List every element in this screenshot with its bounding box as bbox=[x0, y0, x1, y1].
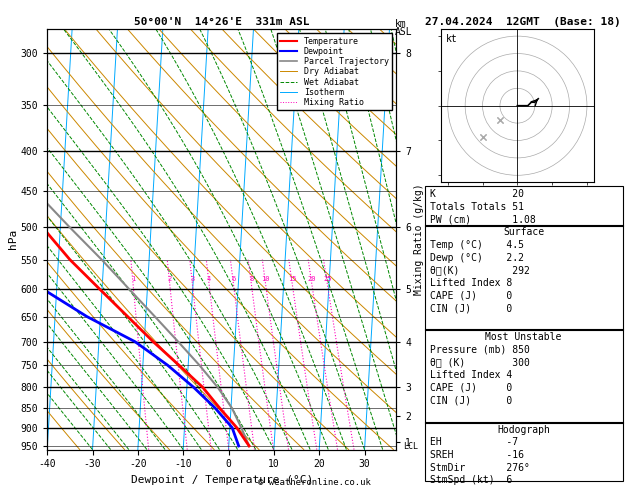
Text: 2: 2 bbox=[167, 276, 172, 282]
Text: LCL: LCL bbox=[403, 442, 418, 451]
Text: Temp (°C)    4.5: Temp (°C) 4.5 bbox=[430, 240, 523, 250]
Y-axis label: hPa: hPa bbox=[8, 229, 18, 249]
Text: CIN (J)      0: CIN (J) 0 bbox=[430, 303, 512, 313]
Text: Pressure (mb) 850: Pressure (mb) 850 bbox=[430, 345, 530, 355]
Text: Most Unstable: Most Unstable bbox=[486, 332, 562, 342]
Text: Totals Totals 51: Totals Totals 51 bbox=[430, 202, 523, 212]
Text: K             20: K 20 bbox=[430, 189, 523, 199]
Text: CAPE (J)     0: CAPE (J) 0 bbox=[430, 382, 512, 393]
Text: Surface: Surface bbox=[503, 227, 544, 238]
Text: StmDir       276°: StmDir 276° bbox=[430, 463, 530, 473]
Y-axis label: Mixing Ratio (g/kg): Mixing Ratio (g/kg) bbox=[414, 184, 424, 295]
Text: kt: kt bbox=[445, 34, 457, 44]
Text: 8: 8 bbox=[249, 276, 253, 282]
Legend: Temperature, Dewpoint, Parcel Trajectory, Dry Adiabat, Wet Adiabat, Isotherm, Mi: Temperature, Dewpoint, Parcel Trajectory… bbox=[277, 34, 392, 110]
Text: km: km bbox=[395, 19, 407, 29]
Text: 25: 25 bbox=[323, 276, 331, 282]
Text: Dewp (°C)    2.2: Dewp (°C) 2.2 bbox=[430, 253, 523, 263]
Text: 15: 15 bbox=[288, 276, 296, 282]
Text: 1: 1 bbox=[131, 276, 135, 282]
Title: 50°00'N  14°26'E  331m ASL: 50°00'N 14°26'E 331m ASL bbox=[134, 17, 309, 27]
Text: 3: 3 bbox=[190, 276, 194, 282]
Text: θᴇ (K)        300: θᴇ (K) 300 bbox=[430, 357, 530, 367]
Text: CIN (J)      0: CIN (J) 0 bbox=[430, 395, 512, 405]
Text: 27.04.2024  12GMT  (Base: 18): 27.04.2024 12GMT (Base: 18) bbox=[425, 17, 620, 27]
Text: 10: 10 bbox=[261, 276, 270, 282]
Text: 20: 20 bbox=[308, 276, 316, 282]
Text: 4: 4 bbox=[207, 276, 211, 282]
Text: θᴇ(K)         292: θᴇ(K) 292 bbox=[430, 265, 530, 276]
Text: SREH         -16: SREH -16 bbox=[430, 450, 523, 460]
Text: 6: 6 bbox=[231, 276, 235, 282]
Text: ASL: ASL bbox=[395, 27, 413, 37]
Text: StmSpd (kt)  6: StmSpd (kt) 6 bbox=[430, 475, 512, 486]
Text: CAPE (J)     0: CAPE (J) 0 bbox=[430, 291, 512, 301]
Text: Lifted Index 8: Lifted Index 8 bbox=[430, 278, 512, 288]
Text: Lifted Index 4: Lifted Index 4 bbox=[430, 370, 512, 380]
Text: Hodograph: Hodograph bbox=[497, 425, 550, 435]
Text: EH           -7: EH -7 bbox=[430, 437, 518, 448]
Text: © weatheronline.co.uk: © weatheronline.co.uk bbox=[258, 478, 371, 486]
X-axis label: Dewpoint / Temperature (°C): Dewpoint / Temperature (°C) bbox=[131, 475, 313, 485]
Text: PW (cm)       1.08: PW (cm) 1.08 bbox=[430, 214, 535, 225]
